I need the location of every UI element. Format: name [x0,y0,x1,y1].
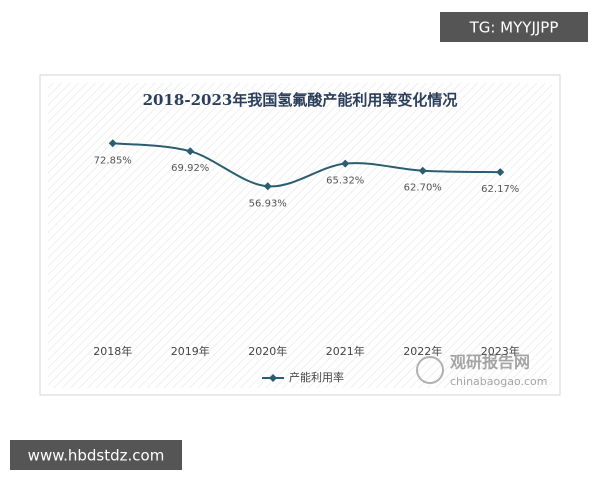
legend-label: 产能利用率 [289,370,344,384]
x-tick-label: 2018年 [93,344,132,358]
watermark-logo [416,356,444,384]
x-tick-label: 2022年 [403,344,442,358]
data-label: 62.70% [404,183,442,194]
point-marker [186,147,195,156]
point-marker [418,166,427,175]
data-label: 69.92% [171,163,209,174]
point-marker [108,139,117,148]
data-label: 62.17% [481,184,519,195]
watermark: 观研报告网 chinabaogao.com [416,353,548,388]
watermark-name: 观研报告网 [450,353,530,372]
legend-marker [269,374,277,382]
badge-top-right [440,12,588,42]
point-marker [496,168,505,177]
point-marker [263,182,272,191]
x-tick-label: 2019年 [171,344,210,358]
data-label: 65.32% [326,176,364,187]
plot-background [48,83,552,388]
watermark-url: chinabaogao.com [450,375,548,388]
x-tick-label: 2021年 [326,344,365,358]
x-tick-label: 2023年 [481,344,520,358]
badge-text: TG: MYYJJPP [469,19,559,37]
data-label: 56.93% [249,198,287,209]
x-tick-label: 2020年 [248,344,287,358]
series-line [112,142,501,188]
point-marker [341,159,350,168]
badge-text: www.hbdstdz.com [28,447,165,465]
data-label: 72.85% [94,155,132,166]
badge-bottom-left [10,440,182,470]
chart-title: 2018-2023年我国氢氟酸产能利用率变化情况 [143,91,458,109]
